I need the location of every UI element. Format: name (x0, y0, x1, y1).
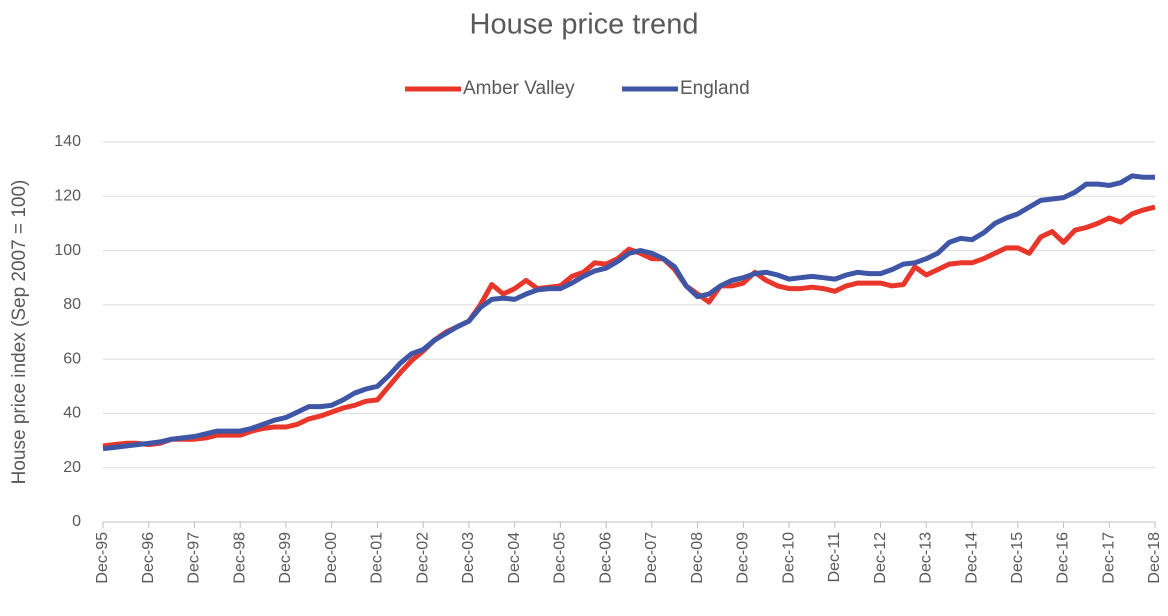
y-tick-label: 20 (63, 459, 81, 476)
x-tick-label: Dec-04 (506, 532, 523, 584)
x-tick-label: Dec-16 (1055, 532, 1072, 584)
series-line (102, 204, 1156, 449)
x-tick-label: Dec-11 (826, 532, 843, 582)
x-tick-label: Dec-00 (323, 532, 340, 584)
x-tick-label: Dec-98 (231, 532, 248, 584)
x-tick-label: Dec-15 (1009, 532, 1026, 584)
x-tick-label: Dec-08 (689, 532, 706, 584)
y-axis-label: House price index (Sep 2007 = 100) (9, 180, 30, 485)
x-tick-label: Dec-97 (186, 532, 203, 584)
x-tick-label: Dec-09 (735, 532, 752, 584)
x-tick-label: Dec-17 (1100, 532, 1117, 584)
x-tick-label: Dec-95 (94, 532, 111, 584)
y-tick-label: 60 (63, 350, 81, 367)
y-tick-label: 100 (54, 242, 81, 259)
y-tick-label: 80 (63, 296, 81, 313)
y-tick-label: 120 (54, 188, 81, 205)
x-tick-label: Dec-07 (643, 532, 660, 584)
y-tick-label: 0 (72, 513, 81, 530)
chart-title: House price trend (470, 9, 699, 41)
y-tick-label: 40 (63, 405, 81, 422)
legend-label: England (680, 78, 750, 99)
x-tick-label: Dec-96 (140, 532, 157, 584)
x-tick-label: Dec-18 (1146, 532, 1163, 584)
y-tick-label: 140 (54, 133, 81, 150)
x-tick-label: Dec-10 (780, 532, 797, 584)
x-tick-label: Dec-14 (963, 532, 980, 584)
x-tick-label: Dec-05 (552, 532, 569, 584)
x-tick-label: Dec-13 (918, 532, 935, 584)
x-tick-label: Dec-02 (414, 532, 431, 584)
x-tick-label: Dec-01 (369, 532, 386, 584)
legend-label: Amber Valley (463, 78, 575, 99)
series-line (102, 173, 1155, 452)
x-tick-label: Dec-06 (597, 532, 614, 584)
x-tick-label: Dec-12 (872, 532, 889, 584)
x-tick-label: Dec-99 (277, 532, 294, 584)
x-tick-label: Dec-03 (460, 532, 477, 584)
